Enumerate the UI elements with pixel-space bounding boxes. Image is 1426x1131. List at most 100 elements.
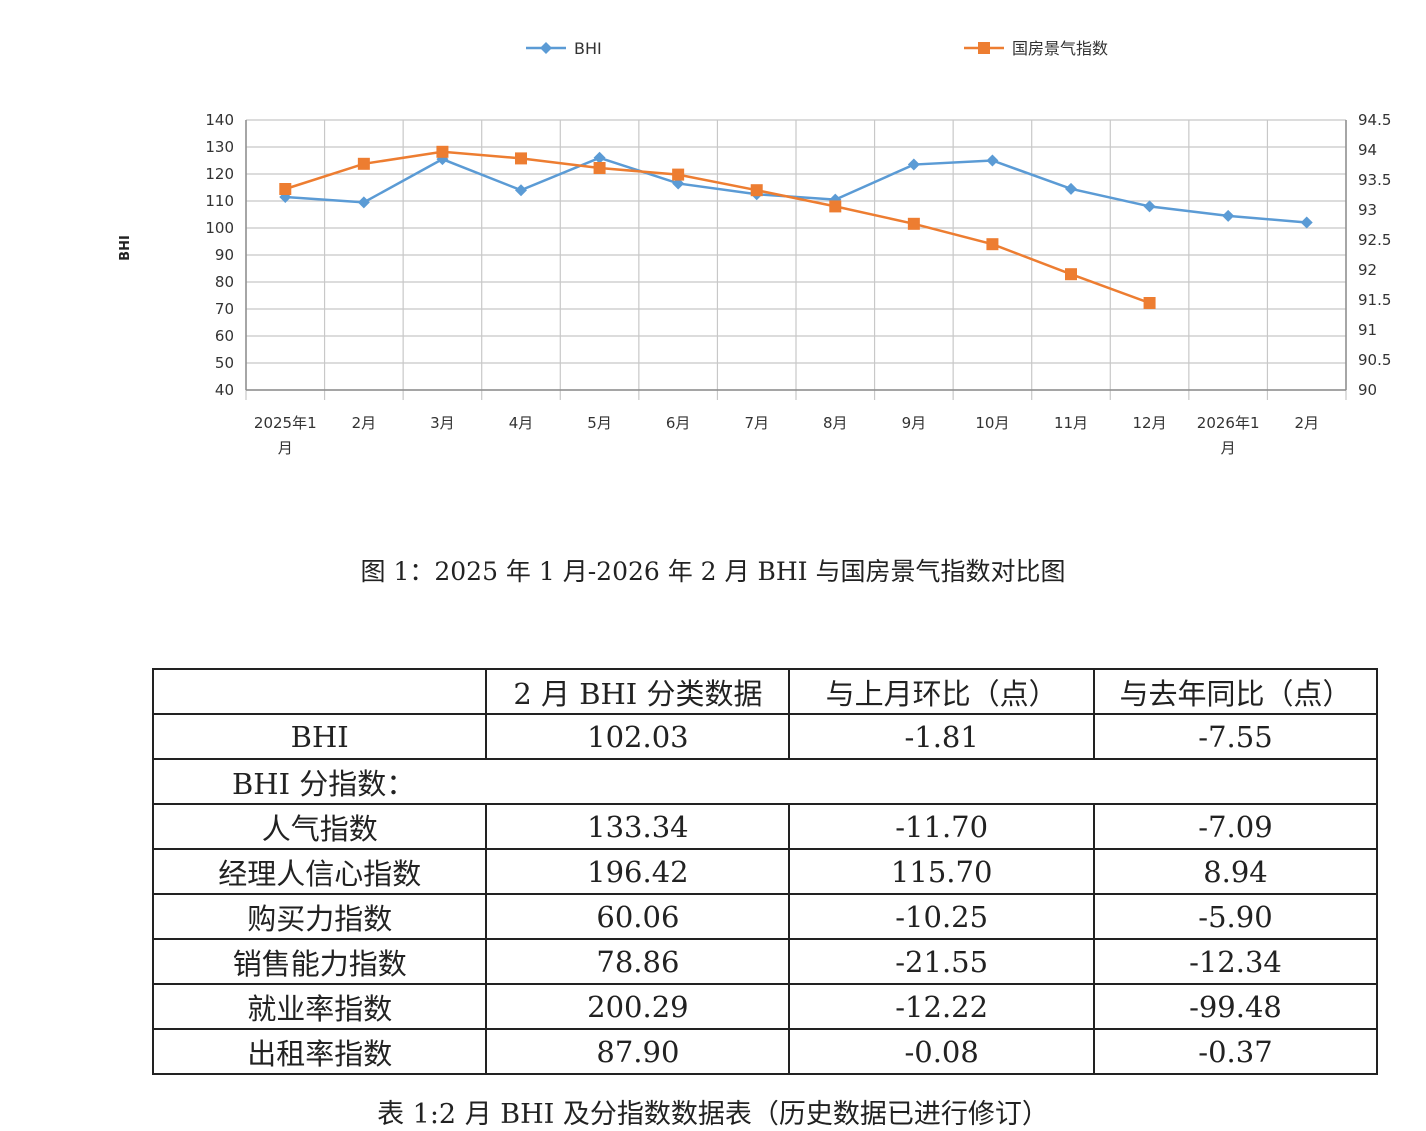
table-row: 出租率指数 87.90 -0.08 -0.37 bbox=[151, 1028, 1379, 1075]
row-mom: -1.81 bbox=[788, 713, 1095, 760]
y-tick-label-left: 100 bbox=[205, 219, 234, 237]
header-cell bbox=[151, 668, 488, 715]
series-1-point bbox=[907, 158, 920, 171]
table-row: 销售能力指数 78.86 -21.55 -12.34 bbox=[151, 938, 1379, 985]
row-yoy: -0.37 bbox=[1092, 1028, 1379, 1075]
row-yoy: -99.48 bbox=[1092, 983, 1379, 1030]
row-value: 87.90 bbox=[485, 1028, 791, 1075]
y-tick-label-right: 93.5 bbox=[1358, 171, 1391, 189]
table-section-row: BHI 分指数： bbox=[152, 758, 1378, 805]
row-name: 人气指数 bbox=[151, 803, 488, 850]
y-tick-label-left: 130 bbox=[205, 138, 234, 156]
row-mom: -11.70 bbox=[788, 803, 1095, 850]
row-name: 购买力指数 bbox=[151, 893, 488, 940]
row-mom: -0.08 bbox=[788, 1028, 1095, 1075]
x-tick-label: 7月 bbox=[744, 414, 769, 432]
row-value: 133.34 bbox=[485, 803, 791, 850]
series-2-point bbox=[986, 238, 999, 251]
y-tick-label-left: 140 bbox=[205, 111, 234, 129]
header-cell: 2 月 BHI 分类数据 bbox=[485, 668, 791, 715]
y-tick-label-right: 90.5 bbox=[1358, 351, 1391, 369]
table-caption: 表 1:2 月 BHI 及分指数数据表（历史数据已进行修订） bbox=[377, 1099, 1049, 1130]
x-tick-label: 12月 bbox=[1133, 414, 1167, 432]
table-row: 就业率指数 200.29 -12.22 -99.48 bbox=[151, 983, 1379, 1030]
x-tick-label: 3月 bbox=[430, 414, 455, 432]
figure-caption: 图 1：2025 年 1 月-2026 年 2 月 BHI 与国房景气指数对比图 bbox=[360, 557, 1066, 586]
series-2-point bbox=[829, 200, 842, 213]
table-row: 经理人信心指数 196.42 115.70 8.94 bbox=[151, 848, 1379, 895]
header-cell: 与上月环比（点） bbox=[788, 668, 1095, 715]
series-2-point bbox=[515, 152, 527, 165]
series-2-point bbox=[436, 145, 449, 158]
x-tick-label: 8月 bbox=[823, 414, 848, 432]
series-1-point bbox=[1065, 182, 1077, 195]
y-tick-label-right: 91.5 bbox=[1358, 291, 1391, 309]
row-mom: -10.25 bbox=[788, 893, 1095, 940]
y-tick-label-left: 70 bbox=[215, 300, 234, 318]
y-tick-label-left: 110 bbox=[205, 192, 234, 210]
y-tick-label-right: 90 bbox=[1358, 381, 1377, 399]
row-yoy: -5.90 bbox=[1092, 893, 1379, 940]
series-1-point bbox=[986, 154, 999, 167]
y-tick-label-right: 92 bbox=[1358, 261, 1377, 279]
series-2-point bbox=[1143, 297, 1156, 309]
row-value: 102.03 bbox=[485, 713, 791, 760]
y-axis-label: BHI bbox=[118, 235, 133, 261]
x-tick-label-wrap: 月 bbox=[1221, 439, 1236, 457]
y-tick-label-left: 50 bbox=[215, 354, 234, 372]
y-tick-label-right: 94.5 bbox=[1358, 111, 1391, 129]
row-name: 销售能力指数 bbox=[151, 938, 488, 985]
y-tick-label-left: 120 bbox=[205, 165, 234, 183]
y-tick-label-right: 94 bbox=[1358, 141, 1377, 159]
series-1-point bbox=[357, 196, 370, 209]
x-tick-label: 4月 bbox=[509, 414, 534, 432]
series-2-point bbox=[907, 217, 920, 230]
table-row: BHI 102.03 -1.81 -7.55 bbox=[151, 713, 1379, 760]
legend-label-2: 国房景气指数 bbox=[1012, 39, 1108, 58]
y-tick-label-right: 93 bbox=[1358, 201, 1377, 219]
series-2-point bbox=[672, 168, 685, 181]
series-2-point bbox=[279, 183, 292, 195]
line-chart: 140 130 120 110 100 90 80 70 60 50 40 94.5 94 93.5 93 9… bbox=[118, 39, 1391, 457]
row-name: 经理人信心指数 bbox=[151, 848, 488, 895]
row-value: 200.29 bbox=[485, 983, 791, 1030]
row-value: 196.42 bbox=[485, 848, 791, 895]
row-name: 就业率指数 bbox=[151, 983, 488, 1030]
x-tick-label-wrap: 月 bbox=[278, 439, 293, 457]
y-tick-label-right: 92.5 bbox=[1358, 231, 1391, 249]
row-yoy: -12.34 bbox=[1092, 938, 1379, 985]
y-tick-label-left: 40 bbox=[215, 381, 234, 399]
header-cell: 与去年同比（点） bbox=[1092, 668, 1379, 715]
x-tick-label: 5月 bbox=[587, 414, 612, 432]
table-row: 人气指数 133.34 -11.70 -7.09 bbox=[151, 803, 1379, 850]
series-1-point bbox=[1143, 200, 1156, 213]
x-tick-label: 2月 bbox=[1294, 414, 1319, 432]
x-tick-label: 2025年1 bbox=[254, 414, 317, 432]
row-yoy: 8.94 bbox=[1092, 848, 1379, 895]
series-1-point bbox=[515, 184, 527, 197]
y-tick-label-right: 91 bbox=[1358, 321, 1377, 339]
row-mom: -12.22 bbox=[788, 983, 1095, 1030]
x-tick-label: 9月 bbox=[902, 414, 927, 432]
series-2-point bbox=[1065, 268, 1077, 281]
section-label: BHI 分指数： bbox=[152, 758, 1378, 805]
bhi-data-table: 2 月 BHI 分类数据 与上月环比（点） 与去年同比（点） BHI 102.0… bbox=[151, 668, 1379, 1075]
row-mom: -21.55 bbox=[788, 938, 1095, 985]
row-yoy: -7.09 bbox=[1092, 803, 1379, 850]
x-tick-label: 2月 bbox=[352, 414, 377, 432]
y-tick-label-left: 90 bbox=[215, 246, 234, 264]
row-name: 出租率指数 bbox=[151, 1028, 488, 1075]
series-2-point bbox=[593, 162, 606, 174]
legend-marker-1 bbox=[540, 42, 552, 54]
series-2-point bbox=[357, 157, 370, 170]
series-1-point bbox=[1300, 216, 1313, 229]
series-line-1 bbox=[285, 156, 1307, 224]
x-tick-label: 11月 bbox=[1054, 414, 1088, 432]
legend-label-1: BHI bbox=[574, 39, 602, 58]
y-tick-label-left: 80 bbox=[215, 273, 234, 291]
x-tick-label: 10月 bbox=[975, 414, 1009, 432]
x-tick-label: 2026年1 bbox=[1197, 414, 1260, 432]
row-yoy: -7.55 bbox=[1092, 713, 1379, 760]
series-1-point bbox=[593, 151, 606, 164]
series-line-2 bbox=[284, 150, 1151, 305]
